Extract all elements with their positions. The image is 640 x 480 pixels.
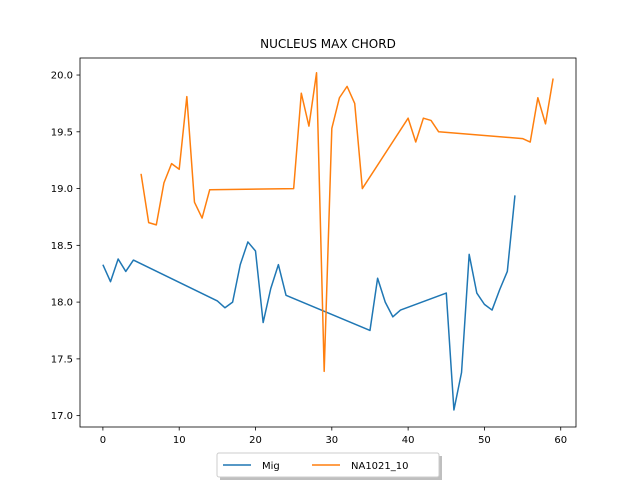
x-tick-label: 20 [249, 435, 262, 446]
chart-title: NUCLEUS MAX CHORD [260, 37, 396, 51]
x-tick-label: 60 [554, 435, 567, 446]
x-tick-label: 30 [325, 435, 338, 446]
series-line-na1021-10 [140, 72, 554, 373]
y-axis: 17.0 17.5 18.0 18.5 19.0 19.5 20.0 [51, 71, 80, 422]
series-lines [102, 72, 554, 411]
y-tick-label: 17.5 [51, 354, 73, 365]
y-tick-label: 18.5 [51, 241, 73, 252]
x-tick-label: 10 [173, 435, 186, 446]
axes-frame [79, 57, 577, 428]
y-tick-label: 17.0 [51, 411, 73, 422]
x-tick-label: 40 [402, 435, 415, 446]
y-tick-label: 19.5 [51, 127, 73, 138]
series-line-mig [102, 195, 516, 411]
x-tick-label: 50 [478, 435, 491, 446]
y-tick-label: 20.0 [51, 71, 73, 82]
x-tick-label: 0 [100, 435, 106, 446]
x-axis: 0 10 20 30 40 50 60 [100, 427, 567, 446]
y-tick-label: 19.0 [51, 184, 73, 195]
legend-label-na1021: NA1021_10 [351, 461, 409, 472]
legend-label-mig: Mig [262, 461, 280, 472]
legend: Mig NA1021_10 [216, 452, 442, 480]
y-tick-label: 18.0 [51, 298, 73, 309]
